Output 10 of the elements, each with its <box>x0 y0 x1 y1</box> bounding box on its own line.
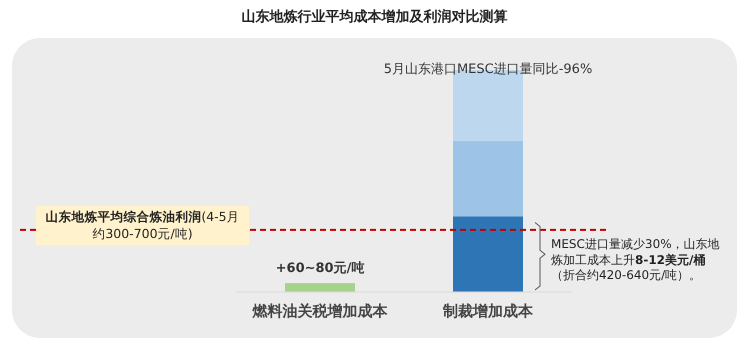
bar <box>285 283 355 292</box>
x-tick-label: 制裁增加成本 <box>442 302 534 321</box>
bar <box>453 141 523 217</box>
bar <box>453 216 523 292</box>
chart-title: 山东地炼行业平均成本增加及利润对比测算 <box>240 8 508 26</box>
annotation: +60~80元/吨 <box>276 261 364 276</box>
ref-line-label: 山东地炼平均综合炼油利润(4-5月约300-700元/吨) <box>36 206 249 245</box>
x-tick-label: 燃料油关税增加成本 <box>251 302 388 321</box>
annotation: 5月山东港口MESC进口量同比-96% <box>382 61 594 78</box>
annotation: MESC进口量减少30%，山东地炼加工成本上升8-12美元/桶（折合约420-640元/吨）。 <box>551 237 721 284</box>
